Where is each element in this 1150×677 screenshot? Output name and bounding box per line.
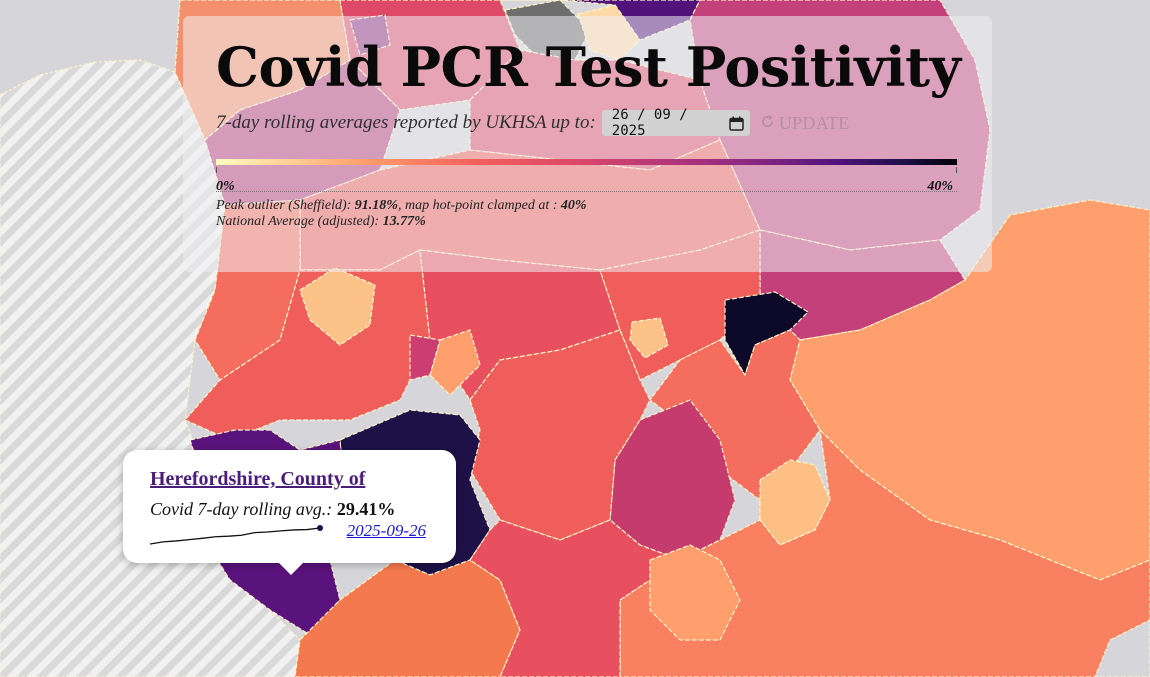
area-region[interactable] [629,317,669,359]
clamp-value: 40% [560,198,587,213]
sparkline-endpoint [317,525,323,531]
peak-value: 91.18% [354,198,398,213]
area-tooltip: Herefordshire, County of Covid 7-day rol… [123,450,456,575]
tooltip-date-link[interactable]: 2025-09-26 [346,521,426,540]
header-panel: Covid PCR Test Positivity 7-day rolling … [183,16,992,272]
national-prefix: National Average (adjusted): [216,214,383,229]
tooltip-area-link[interactable]: Herefordshire, County of [150,468,366,490]
notes: Peak outlier (Sheffield): 91.18%, map ho… [216,198,960,230]
date-value: 26 / 09 / 2025 [611,107,688,139]
area-region[interactable] [789,199,1150,581]
page-title: Covid PCR Test Positivity [216,35,961,99]
tooltip-metric: Covid 7-day rolling avg.: 29.41% [150,499,426,520]
legend-tick-max [956,167,957,173]
update-button[interactable]: UPDATE [760,113,850,134]
area-region[interactable] [649,544,741,641]
legend-scale: 0% 40% [216,165,957,194]
peak-note: Peak outlier (Sheffield): 91.18%, map ho… [216,198,960,214]
tooltip-bottom: 2025-09-26 [150,520,426,550]
area-region[interactable] [299,267,376,346]
national-average-note: National Average (adjusted): 13.77% [216,214,960,230]
tooltip-metric-value: 29.41% [336,499,396,519]
update-label: UPDATE [778,112,850,133]
area-region[interactable] [619,429,1150,677]
tooltip-metric-label: Covid 7-day rolling avg.: [150,499,337,519]
area-region[interactable] [294,559,521,677]
legend-max-label: 40% [927,179,953,194]
area-region[interactable] [469,329,651,541]
calendar-icon[interactable] [729,116,744,131]
no-data-area [1094,619,1150,677]
refresh-icon [760,113,775,134]
legend-tick-min [216,167,217,173]
area-region[interactable] [409,334,441,381]
peak-middle: , map hot-point clamped at : [397,198,561,213]
national-value: 13.77% [382,214,426,229]
sparkline-path [150,527,321,545]
peak-prefix: Peak outlier (Sheffield): [216,198,355,213]
date-input[interactable]: 26 / 09 / 2025 [601,107,750,139]
legend-color-bar [216,159,957,165]
subtitle-row: 7-day rolling averages reported by UKHSA… [216,107,960,139]
subtitle: 7-day rolling averages reported by UKHSA… [216,112,596,133]
legend-min-label: 0% [216,179,235,194]
area-region[interactable] [469,519,681,677]
tooltip-sparkline [150,525,323,545]
